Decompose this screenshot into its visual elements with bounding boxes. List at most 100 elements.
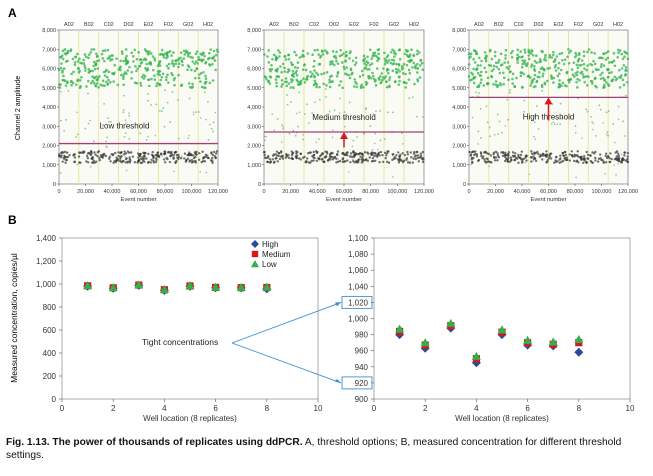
positive-droplet xyxy=(587,48,591,51)
positive-droplet xyxy=(475,52,479,56)
positive-droplet xyxy=(122,108,125,111)
negative-droplet xyxy=(513,152,517,155)
negative-droplet xyxy=(626,151,630,155)
positive-droplet xyxy=(283,66,286,70)
positive-droplet xyxy=(502,82,505,86)
positive-droplet xyxy=(472,67,476,71)
negative-droplet xyxy=(313,156,316,160)
positive-droplet xyxy=(312,83,316,87)
negative-droplet xyxy=(108,155,111,159)
negative-droplet xyxy=(385,152,389,155)
negative-droplet xyxy=(152,155,155,158)
negative-droplet xyxy=(480,154,483,158)
well-label: G02 xyxy=(593,22,603,28)
well-label: C02 xyxy=(104,22,114,28)
negative-droplet xyxy=(285,152,288,156)
positive-droplet xyxy=(385,80,388,83)
positive-droplet xyxy=(60,119,62,122)
positive-droplet xyxy=(275,70,279,73)
well-label: G02 xyxy=(183,22,193,28)
positive-droplet xyxy=(137,51,140,54)
positive-droplet xyxy=(371,54,375,58)
negative-droplet xyxy=(195,153,198,156)
negative-droplet xyxy=(213,155,216,158)
positive-droplet xyxy=(123,71,127,74)
marker-low xyxy=(395,324,405,333)
negative-droplet xyxy=(508,160,512,163)
positive-droplet xyxy=(334,56,338,60)
positive-droplet xyxy=(103,59,106,63)
positive-droplet xyxy=(554,69,558,72)
negative-droplet xyxy=(532,157,536,161)
positive-droplet xyxy=(586,50,589,54)
negative-droplet xyxy=(517,155,520,158)
negative-droplet xyxy=(90,161,94,164)
negative-droplet xyxy=(608,156,611,160)
negative-droplet xyxy=(280,151,283,154)
negative-droplet xyxy=(101,153,105,156)
positive-droplet xyxy=(283,55,287,58)
negative-droplet xyxy=(281,157,285,160)
negative-droplet xyxy=(215,150,219,153)
negative-droplet xyxy=(273,129,276,132)
negative-droplet xyxy=(276,160,279,163)
positive-droplet xyxy=(482,84,486,87)
positive-droplet xyxy=(592,59,595,63)
negative-droplet xyxy=(145,157,148,160)
positive-droplet xyxy=(295,53,298,57)
positive-droplet xyxy=(343,125,346,128)
y-tick-label: 1,040 xyxy=(348,282,369,291)
negative-droplet xyxy=(411,161,415,164)
marker-low xyxy=(262,282,272,291)
positive-droplet xyxy=(73,61,77,64)
positive-droplet xyxy=(352,139,355,142)
negative-droplet xyxy=(113,151,117,155)
positive-droplet xyxy=(602,52,606,56)
positive-droplet xyxy=(585,68,589,72)
positive-droplet xyxy=(487,63,491,67)
positive-droplet xyxy=(121,52,124,56)
negative-droplet xyxy=(324,154,328,158)
positive-droplet xyxy=(599,77,603,80)
positive-droplet xyxy=(608,61,611,64)
negative-droplet xyxy=(312,159,315,162)
negative-droplet xyxy=(285,154,289,158)
negative-droplet xyxy=(485,157,488,160)
positive-droplet xyxy=(72,70,75,74)
positive-droplet xyxy=(156,64,160,68)
positive-droplet xyxy=(194,76,197,80)
positive-droplet xyxy=(91,75,94,78)
positive-droplet xyxy=(270,67,274,71)
marker-low xyxy=(420,338,430,347)
positive-droplet xyxy=(620,52,624,56)
negative-droplet xyxy=(80,151,83,154)
negative-droplet xyxy=(511,154,515,157)
positive-droplet xyxy=(402,80,406,84)
positive-droplet xyxy=(541,89,544,92)
negative-droplet xyxy=(212,150,216,154)
positive-droplet xyxy=(343,67,346,71)
y-tick-label: 1,060 xyxy=(348,266,369,275)
positive-droplet xyxy=(331,62,334,65)
positive-droplet xyxy=(585,108,588,111)
y-tick-label: 0 xyxy=(258,182,261,188)
positive-droplet xyxy=(204,77,208,81)
positive-droplet xyxy=(540,66,544,69)
marker-low xyxy=(236,282,246,291)
positive-droplet xyxy=(618,86,622,89)
positive-droplet xyxy=(148,50,151,53)
positive-droplet xyxy=(624,72,627,76)
positive-droplet xyxy=(147,84,151,88)
negative-droplet xyxy=(615,174,617,176)
negative-droplet xyxy=(140,161,144,165)
positive-droplet xyxy=(328,75,332,79)
positive-droplet xyxy=(403,52,407,56)
positive-droplet xyxy=(527,50,530,54)
negative-droplet xyxy=(266,156,270,159)
negative-droplet xyxy=(397,161,401,164)
x-tick-label: 8 xyxy=(265,404,270,413)
positive-droplet xyxy=(206,57,210,61)
positive-droplet xyxy=(183,53,187,56)
positive-droplet xyxy=(289,86,293,89)
negative-droplet xyxy=(415,150,418,154)
